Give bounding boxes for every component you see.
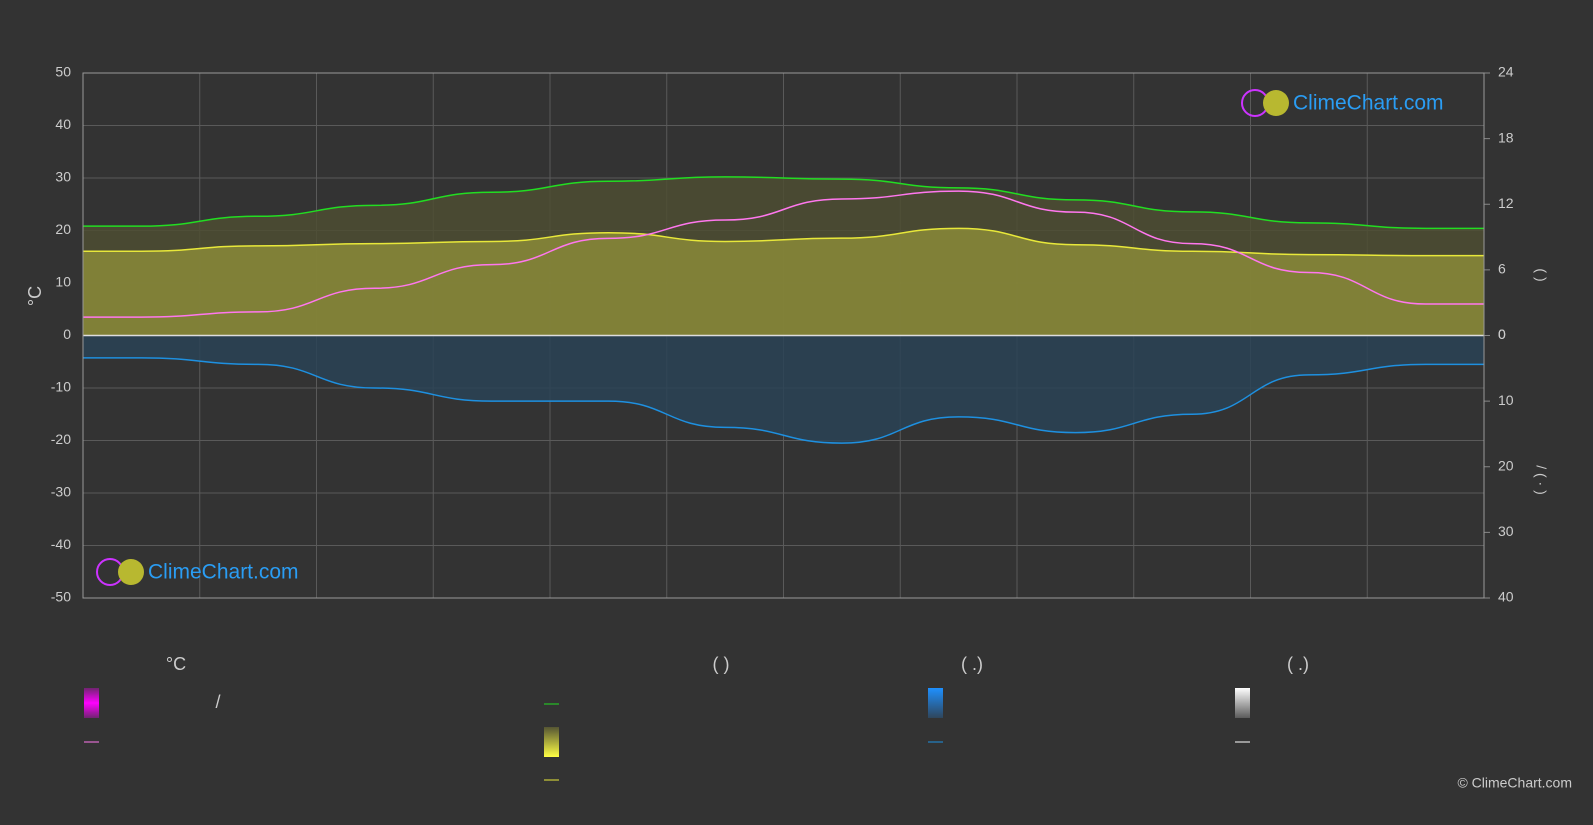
y3-tick-label: 40 <box>1498 589 1514 605</box>
y-tick-label: -40 <box>51 536 71 552</box>
copyright: © ClimeChart.com <box>1457 775 1572 791</box>
logo-text: ClimeChart.com <box>148 561 299 584</box>
logo-top: ClimeChart.com <box>1241 89 1444 117</box>
logo-sun <box>118 559 144 585</box>
y2-tick-label: 24 <box>1498 64 1514 80</box>
y-tick-label: 30 <box>55 169 71 185</box>
y2-tick-label: 6 <box>1498 261 1506 277</box>
logo-bottom: ClimeChart.com <box>96 558 299 586</box>
y-tick-label: -50 <box>51 589 71 605</box>
y-tick-label: -10 <box>51 379 71 395</box>
legend-text: / <box>215 692 220 712</box>
y2-tick-label: 12 <box>1498 195 1514 211</box>
legend-swatch <box>1235 688 1250 718</box>
plot-area: -50-40-30-20-100102030405006121824010203… <box>51 64 1514 605</box>
logo-text: ClimeChart.com <box>1293 92 1444 115</box>
legend-header: ( .) <box>961 654 983 674</box>
y2-axis-label: ( ) <box>1533 268 1549 281</box>
y-tick-label: -20 <box>51 431 71 447</box>
y-tick-label: 0 <box>63 326 71 342</box>
y3-tick-label: 20 <box>1498 457 1514 473</box>
series-line <box>83 227 1484 257</box>
y3-tick-label: 30 <box>1498 523 1514 539</box>
y2-tick-label: 0 <box>1498 326 1506 342</box>
series-area <box>83 335 1484 444</box>
y3-tick-label: 0 <box>1498 326 1506 342</box>
y3-tick-label: 10 <box>1498 392 1514 408</box>
y-axis-label: °C <box>25 286 45 306</box>
y3-axis-label: / ( · ) <box>1533 465 1549 495</box>
series-line <box>83 176 1484 230</box>
series-line <box>83 190 1484 318</box>
legend-header: °C <box>166 654 186 674</box>
y-tick-label: 50 <box>55 64 71 80</box>
legend-header: ( ) <box>713 654 730 674</box>
legend-header: ( .) <box>1287 654 1309 674</box>
y-tick-label: 40 <box>55 116 71 132</box>
y-tick-label: 10 <box>55 274 71 290</box>
logo-sun <box>1263 90 1289 116</box>
y-tick-label: -30 <box>51 484 71 500</box>
legend-swatch <box>84 688 99 718</box>
series-area <box>83 228 1484 336</box>
legend-swatch <box>928 688 943 718</box>
series-line <box>83 357 1484 444</box>
legend-swatch <box>544 727 559 757</box>
y2-tick-label: 18 <box>1498 129 1514 145</box>
y-tick-label: 20 <box>55 221 71 237</box>
plot-frame <box>82 72 1485 599</box>
